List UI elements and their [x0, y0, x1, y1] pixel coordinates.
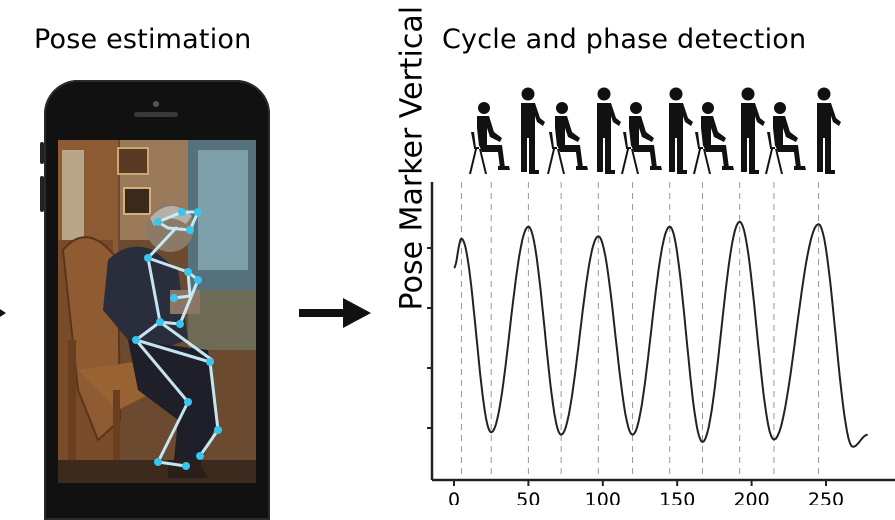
- sitting-person-icon: [621, 102, 662, 174]
- flow-arrow-icon: [299, 298, 371, 328]
- phone-camera-icon: [153, 101, 159, 107]
- pose-estimation-title: Pose estimation: [34, 24, 252, 55]
- standing-person-icon: [669, 87, 693, 174]
- standing-person-icon: [597, 87, 621, 174]
- sitting-person-icon: [547, 102, 588, 174]
- x-tick-label: 0: [448, 489, 460, 505]
- x-tick-label: 250: [808, 489, 844, 505]
- x-tick-label: 50: [516, 489, 540, 505]
- phase-chart: 0 50 100 150 200 250: [427, 87, 895, 505]
- phone-button: [40, 176, 44, 212]
- pose-estimation-image: [58, 140, 256, 483]
- x-tick-label: 200: [733, 489, 769, 505]
- phase-lines: [460, 182, 820, 480]
- x-ticks: 0 50 100 150 200 250: [448, 480, 844, 505]
- x-tick-label: 150: [659, 489, 695, 505]
- x-tick-label: 100: [585, 489, 621, 505]
- sitting-person-icon: [693, 102, 734, 174]
- y-ticks: [427, 247, 432, 429]
- standing-person-icon: [521, 87, 545, 174]
- sitting-person-icon: [765, 102, 806, 174]
- standing-person-icon: [817, 87, 841, 174]
- phone-speaker-icon: [134, 112, 178, 117]
- series-line: [453, 220, 868, 448]
- sitting-person-icon: [469, 102, 510, 174]
- cycle-phase-title: Cycle and phase detection: [442, 24, 807, 55]
- pose-icons-row: [469, 87, 841, 174]
- left-arrow-icon: [0, 309, 6, 317]
- standing-person-icon: [741, 87, 765, 174]
- phone-button: [40, 142, 44, 164]
